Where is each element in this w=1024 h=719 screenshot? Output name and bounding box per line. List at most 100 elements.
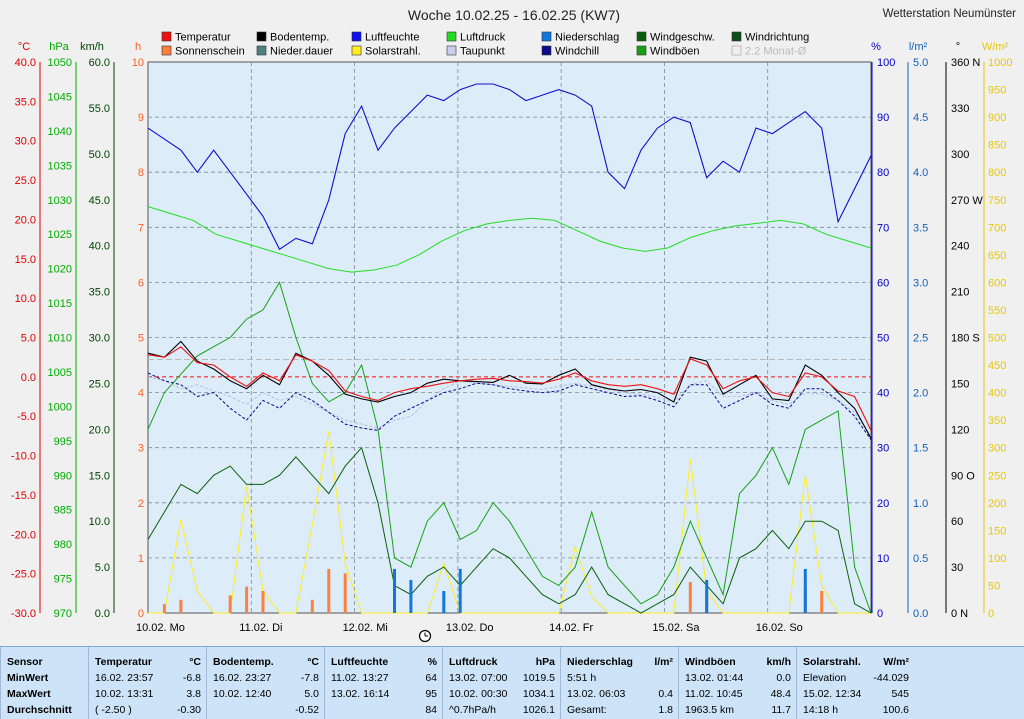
legend-swatch [446,31,457,42]
stats-column: Luftdruck hPa 13.02. 07:00 1019.5 10.02. 00:… [442,647,561,719]
stats-cell: ( -2.50 ) [95,704,132,716]
humidity-axis-tick: 0 [877,608,883,620]
wind-axis-tick: 35.0 [89,287,110,299]
chart-area: Woche 10.02.25 - 16.02.25 (KW7) Wetterst… [11,7,1017,643]
legend-label: Sonnenschein [175,46,245,58]
day-label: 13.02. Do [446,622,494,634]
stats-cell: 95 [425,688,437,700]
dir-axis-tick: 150 [951,378,969,390]
stats-cell: 0.4 [658,688,673,700]
legend-item-pressure: Luftdruck [446,31,506,44]
wind-axis-tick: 10.0 [89,516,110,528]
stats-cell: °C [307,656,319,668]
series-windchill [147,372,872,441]
pressure-axis-tick: 1035 [48,160,72,172]
wind-axis-tick: 15.0 [89,470,110,482]
legend-swatch [161,45,172,56]
stats-cell: -44.029 [873,672,909,684]
humidity-axis-tick: 80 [877,167,889,179]
stats-column: Temperatur °C 16.02. 23:57 -6.8 10.02. 13:31… [88,647,207,719]
dir-axis-tick: 240 [951,241,969,253]
stats-cell: Niederschlag [567,656,633,668]
humidity-axis-tick: 30 [877,443,889,455]
day-label: 12.02. Mi [343,622,388,634]
station-name: Wetterstation Neumünster [883,8,1017,20]
sun-axis-tick: 1 [138,553,144,565]
dir-axis-unit: ° [956,41,960,53]
pressure-axis-unit: hPa [49,41,69,53]
stats-cell: 11.7 [771,704,791,716]
day-label: 16.02. So [756,622,803,634]
dir-axis-tick: 270 W [951,195,983,207]
stats-cell: W/m² [883,656,909,668]
solar-axis-tick: 200 [988,498,1006,510]
stats-column: Bodentemp. °C 16.02. 23:27 -7.8 10.02. 12:40… [206,647,325,719]
stats-cell: Luftdruck [449,656,498,668]
wind-axis-tick: 5.0 [95,562,110,574]
sun-axis-tick: 5 [138,333,144,345]
stats-cell: Elevation [803,672,847,684]
legend-swatch [731,45,742,56]
sun-axis-tick: 2 [138,498,144,510]
series-humidity [147,83,872,251]
humidity-axis-tick: 10 [877,553,889,565]
stats-cell: 10.02. 00:30 [449,688,508,700]
legend-label: Windrichtung [745,32,809,44]
dir-axis-tick: 180 S [951,333,980,345]
wind-axis-tick: 20.0 [89,424,110,436]
dir-axis-tick: 30 [951,562,963,574]
stats-cell: 5.0 [304,688,319,700]
stats-cell: 48.4 [770,688,791,700]
x-axis-labels: 10.02. Mo 11.02. Di 12.02. Mi 13.02. Do 14.0… [136,622,803,634]
stats-cell: 0.0 [776,672,791,684]
sunshine-bar [343,573,347,613]
solar-axis-tick: 450 [988,360,1006,372]
legend-label: Windböen [650,46,700,58]
wind-axis-tick: 50.0 [89,149,110,161]
sun-axis-unit: h [135,41,141,53]
stats-cell: 14:18 h [803,704,839,716]
temp-axis-tick: -20.0 [11,529,36,541]
solar-axis-tick: 800 [988,167,1006,179]
rain-axis-tick: 0.5 [913,553,928,565]
axes: °C40.035.030.025.020.015.010.05.00.0-5.0… [11,41,1013,620]
stats-cell: Solarstrahl. [803,656,861,668]
stats-cell: Gesamt: [567,704,607,716]
stats-cell: 1019.5 [522,672,555,684]
sun-axis-tick: 3 [138,443,144,455]
sunshine-bar [228,595,232,613]
clock-icon[interactable] [418,629,432,643]
stats-cell: hPa [535,656,555,668]
legend-item-rain_duration: Nieder.dauer [256,46,333,58]
stats-cell: °C [189,656,201,668]
stats-cell: 1026.1 [522,704,555,716]
rain-axis-tick: 3.5 [913,222,928,234]
series-solar [148,431,871,614]
day-label: 15.02. Sa [652,622,700,634]
stats-cell: ^0.7hPa/h [449,704,496,716]
stats-cell: 64 [425,672,437,684]
stats-cell: 13.02. 06:03 [567,688,626,700]
legend-item-dewpoint: Taupunkt [446,46,505,58]
stats-column: Niederschlag l/m² 5:51 h 13.02. 06:03 0.4 Ges… [560,647,679,719]
pressure-axis-tick: 1040 [48,126,72,138]
rain-axis-tick: 2.0 [913,388,928,400]
wind-axis-tick: 40.0 [89,241,110,253]
legend-item-solar: Solarstrahl. [351,46,421,58]
legend-swatch [636,45,647,56]
temp-axis-tick: -15.0 [11,490,36,502]
pressure-axis-tick: 985 [54,505,72,517]
dir-axis-tick: 60 [951,516,963,528]
legend: Temperatur Sonnenschein Bodentemp. Nieder.d… [161,31,809,58]
legend-label: 2.2 Monat-Ø [745,46,807,58]
legend-swatch [731,31,742,42]
pressure-axis-tick: 1015 [48,298,72,310]
stats-cell: Temperatur [95,656,152,668]
legend-item-rain: Niederschlag [541,32,619,44]
dir-axis-tick: 300 [951,149,969,161]
statistics-table: Sensor MinWert MaxWert Durchschnitt Temperat… [0,646,1024,719]
wind-axis-tick: 60.0 [89,57,110,69]
dir-axis-tick: 0 N [951,608,968,620]
chart-title: Woche 10.02.25 - 16.02.25 (KW7) [408,7,620,23]
stats-cell: 545 [891,688,909,700]
